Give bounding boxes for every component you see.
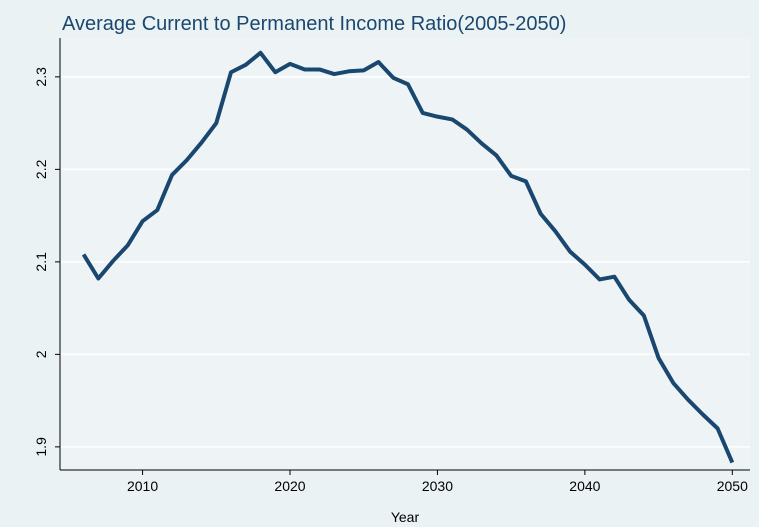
x-tick-label: 2050 [717,478,748,494]
x-tick-label: 2010 [127,478,158,494]
y-tick-label: 2.2 [33,159,49,179]
x-axis-label: Year [391,509,420,525]
data-line [81,50,735,464]
plot-area [60,38,750,470]
x-tick-label: 2040 [569,478,600,494]
x-tick-label: 2030 [422,478,453,494]
y-tick-label: 2.3 [33,67,49,87]
chart-title: Average Current to Permanent Income Rati… [62,13,566,35]
x-tick-label: 2020 [274,478,305,494]
y-tick-label: 1.9 [33,437,49,457]
y-tick-label: 2.1 [33,252,49,272]
y-tick-label: 2 [33,350,49,358]
